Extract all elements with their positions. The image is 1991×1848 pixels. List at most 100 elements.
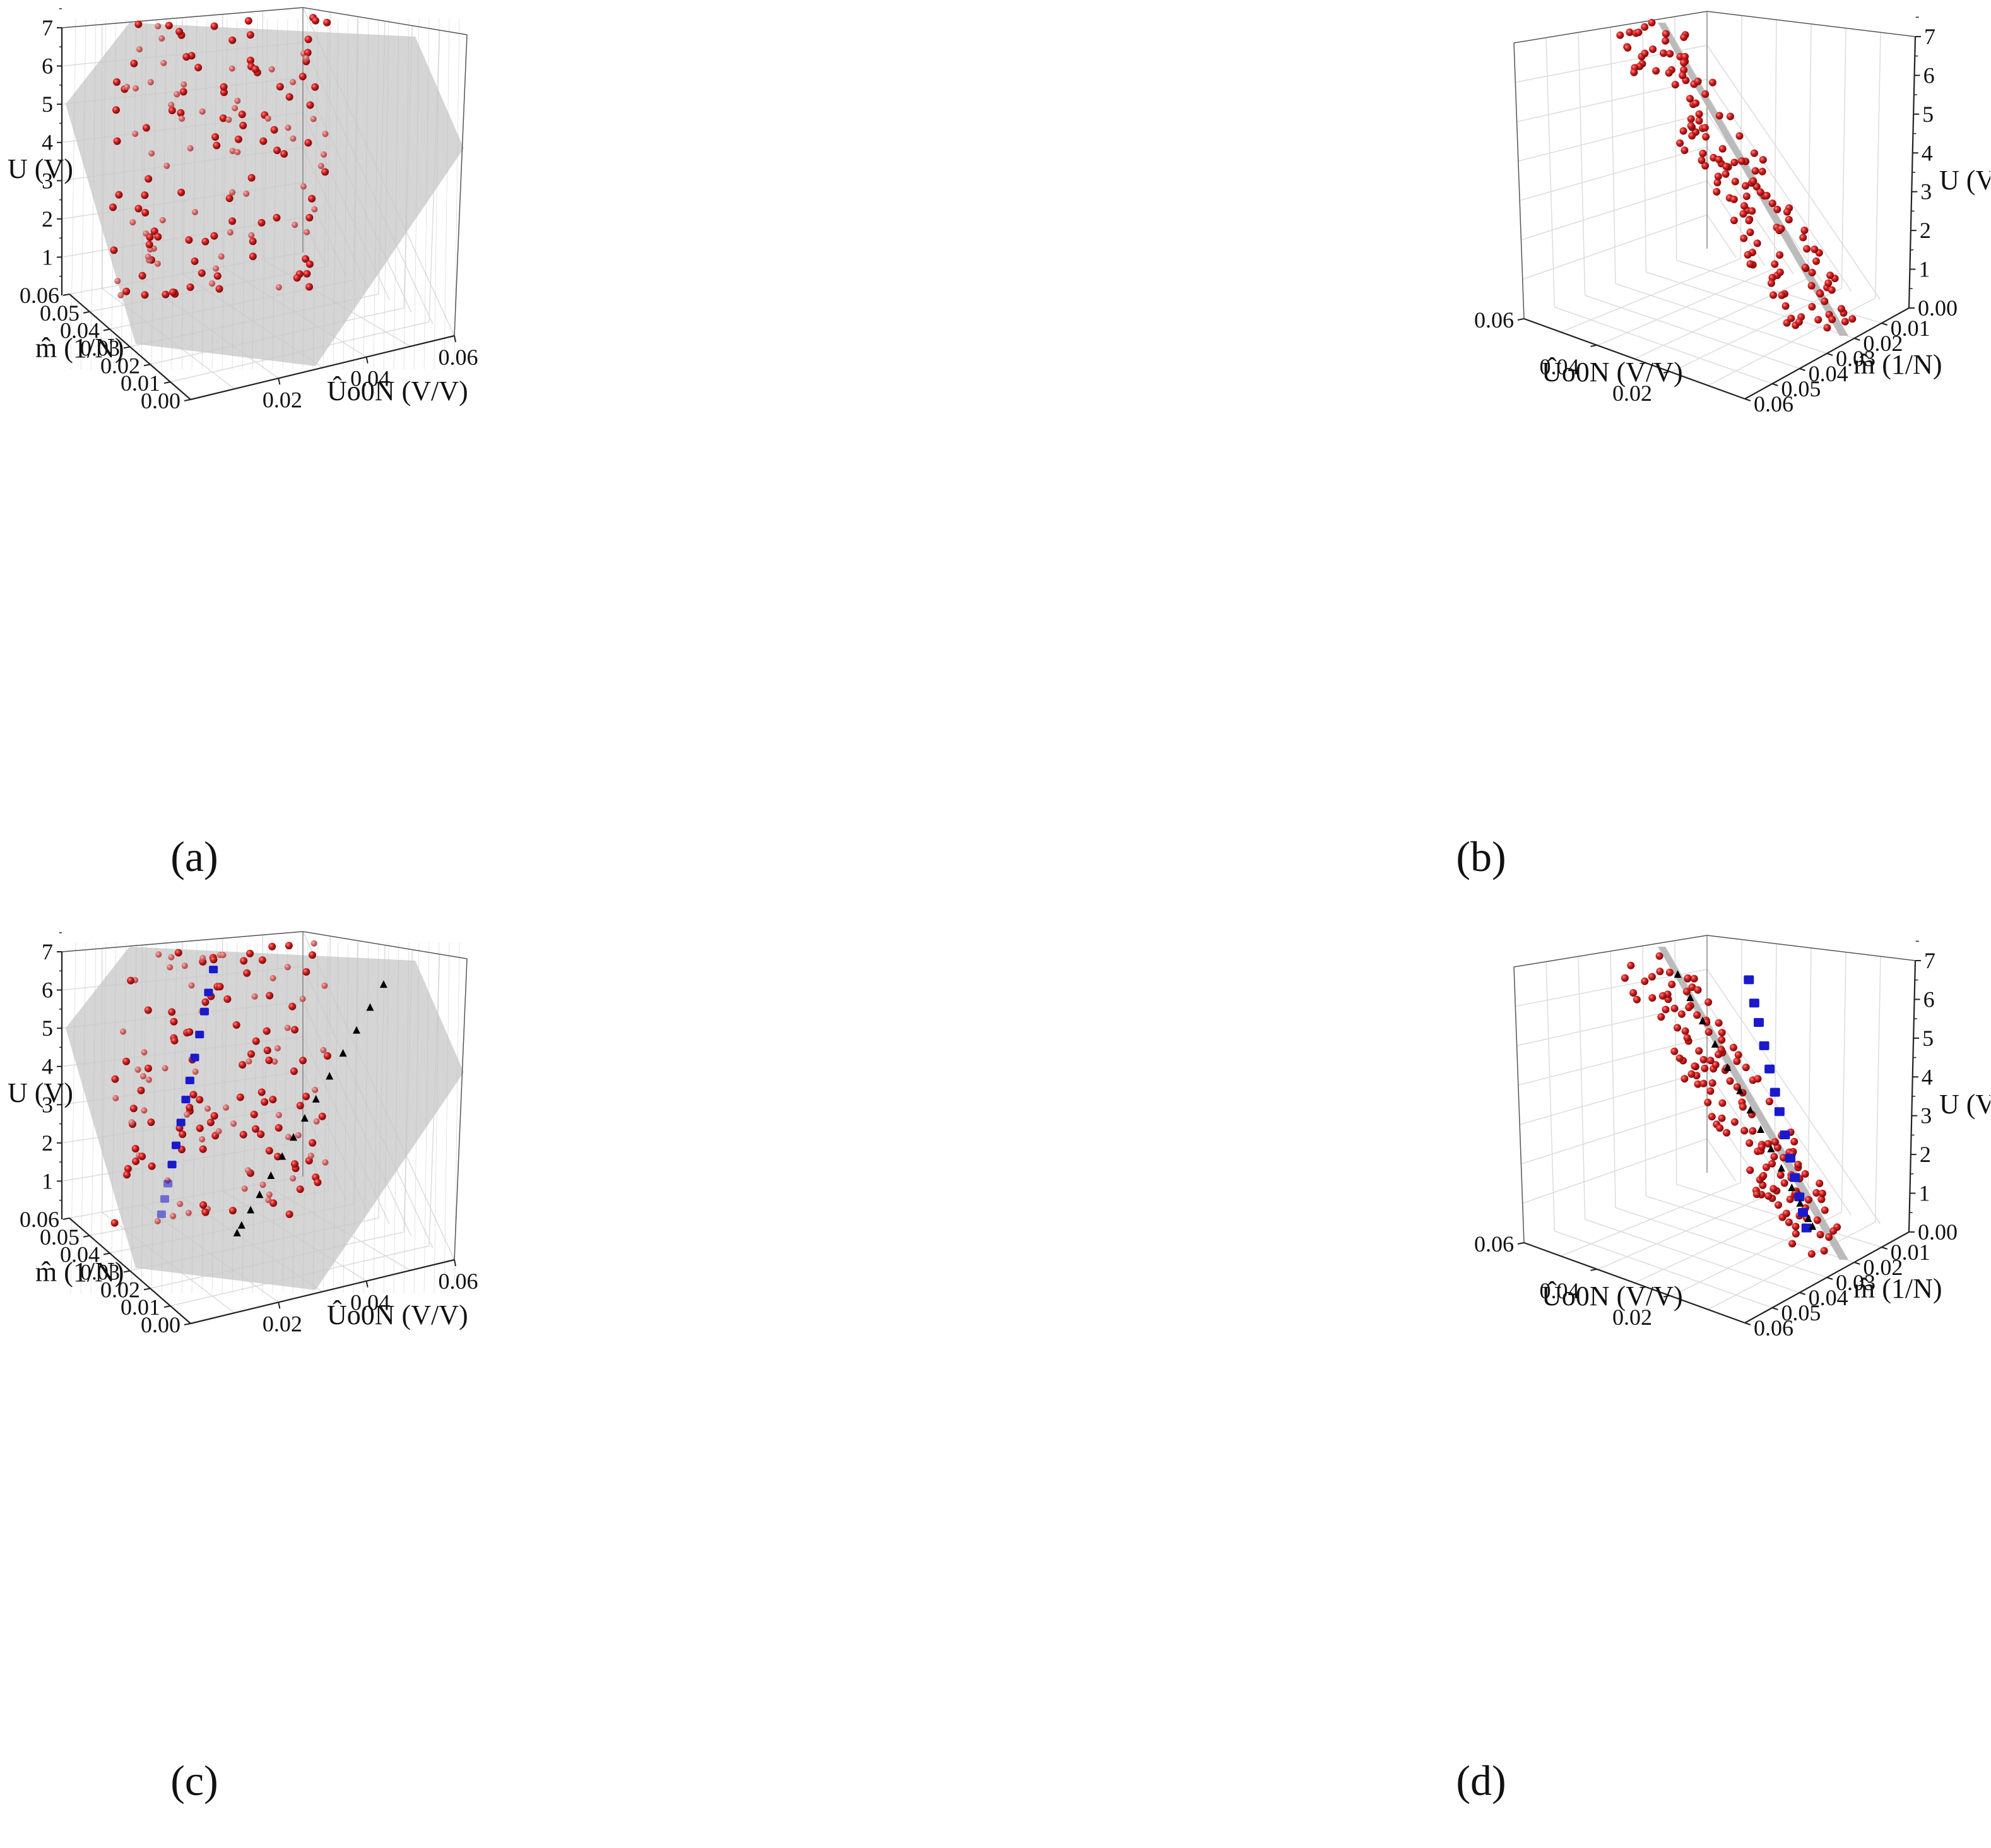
red-sample-point — [302, 968, 310, 976]
black-triangle-marker — [339, 1049, 347, 1057]
u-tick-label: 0.02 — [1612, 1305, 1652, 1330]
red-sample-point — [276, 83, 284, 91]
red-sample-point — [1841, 317, 1849, 326]
surface-mesh — [191, 18, 198, 370]
grid-line — [1874, 956, 1881, 1223]
m-tick — [62, 293, 70, 296]
red-sample-point — [1676, 139, 1684, 147]
surface-mesh — [343, 942, 349, 1294]
z-tick-label: 4 — [1922, 1064, 1933, 1089]
u-tick — [278, 378, 281, 385]
m-axis-label: m̂ (1/N) — [1853, 349, 1942, 380]
red-sample-point — [251, 65, 259, 73]
black-triangle-marker — [1804, 1214, 1812, 1223]
m-tick-label: 0.00 — [141, 388, 180, 413]
red-sample-point — [146, 233, 154, 241]
red-sample-point — [1811, 246, 1819, 253]
red-sample-point — [322, 1159, 329, 1166]
m-tick-label: 0.05 — [1781, 376, 1821, 401]
grid-line — [1706, 1105, 1766, 1190]
blue-cube-marker — [1798, 1208, 1808, 1217]
u-tick-label: 0.06 — [439, 1269, 478, 1294]
red-sample-point — [215, 1128, 222, 1135]
red-sample-point — [134, 1066, 141, 1073]
red-sample-point — [228, 36, 237, 44]
red-sample-point — [1713, 179, 1722, 187]
red-sample-point — [1652, 67, 1660, 75]
red-sample-point — [266, 992, 274, 1000]
red-sample-point — [201, 237, 210, 246]
red-sample-point — [185, 236, 193, 244]
z-tick-label: 7 — [42, 939, 53, 964]
red-sample-point — [189, 1091, 198, 1099]
m-axis-label: m̂ (1/N) — [1853, 1273, 1942, 1304]
red-sample-point — [141, 1049, 148, 1056]
blue-cube-marker — [1744, 975, 1754, 985]
red-sample-point — [285, 1210, 293, 1218]
red-sample-point — [257, 1088, 266, 1096]
red-sample-point — [244, 17, 252, 25]
red-sample-point — [155, 23, 162, 30]
surface-mesh — [171, 942, 177, 1294]
red-sample-point — [223, 1104, 230, 1111]
red-sample-point — [144, 1006, 152, 1014]
red-sample-point — [234, 97, 241, 104]
red-sample-point — [1657, 1013, 1665, 1021]
red-sample-point — [1788, 1240, 1797, 1248]
surface-mesh — [121, 18, 127, 370]
red-sample-point — [248, 232, 255, 239]
blue-cube-marker — [204, 988, 213, 997]
red-sample-point — [1715, 112, 1723, 120]
surface-mesh — [110, 942, 117, 1294]
red-sample-point — [290, 1175, 297, 1182]
red-sample-point — [1820, 1247, 1828, 1255]
m-tick-label: 0.02 — [1863, 331, 1903, 356]
red-sample-point — [1655, 952, 1663, 960]
red-sample-point — [1731, 177, 1739, 186]
red-sample-point — [1693, 1011, 1701, 1019]
grid-line — [1578, 956, 1586, 1220]
z-tick-label: 5 — [42, 92, 53, 117]
surface-mesh — [211, 18, 218, 370]
red-sample-point — [170, 1017, 178, 1026]
caption-b: (b) — [1456, 832, 1506, 880]
z-tick-label: 3 — [1920, 1103, 1932, 1128]
red-sample-point — [1730, 1118, 1739, 1126]
red-sample-point — [192, 209, 198, 216]
red-sample-point — [265, 1197, 272, 1204]
red-sample-point — [141, 1107, 148, 1114]
surface-mesh — [90, 18, 97, 370]
black-triangle-marker — [267, 1171, 275, 1179]
red-sample-point — [1753, 239, 1761, 247]
red-sample-point — [138, 271, 146, 280]
red-sample-point — [1682, 988, 1691, 995]
red-sample-point — [1656, 968, 1664, 976]
red-sample-point — [1776, 251, 1784, 259]
blue-cube-marker — [167, 1161, 177, 1169]
red-sample-point — [1683, 1034, 1691, 1042]
red-sample-point — [1816, 1180, 1824, 1187]
z-tick-label: 0.00 — [1918, 295, 1958, 321]
red-sample-point — [133, 85, 139, 92]
red-sample-point — [1804, 1196, 1812, 1204]
red-sample-point — [1764, 1140, 1772, 1148]
u-tick — [454, 1259, 456, 1267]
red-sample-point — [265, 1147, 273, 1155]
red-sample-point — [1641, 977, 1649, 985]
red-sample-point — [128, 1119, 135, 1126]
red-sample-point — [1704, 1098, 1712, 1106]
z-tick-label: 1 — [42, 244, 53, 270]
red-sample-point — [1681, 1075, 1689, 1083]
red-sample-point — [148, 150, 155, 157]
blue-cube-marker — [1749, 998, 1759, 1008]
black-triangle-marker — [326, 1072, 334, 1080]
red-sample-point — [271, 1058, 278, 1065]
red-sample-point — [247, 1050, 255, 1058]
surface-mesh — [161, 942, 167, 1294]
m-tick-label: 0.05 — [40, 1224, 80, 1250]
red-sample-point — [1807, 281, 1816, 290]
red-sample-point — [179, 88, 187, 96]
red-sample-point — [1677, 1010, 1686, 1018]
surface-mesh — [100, 942, 107, 1294]
red-sample-point — [321, 982, 328, 989]
